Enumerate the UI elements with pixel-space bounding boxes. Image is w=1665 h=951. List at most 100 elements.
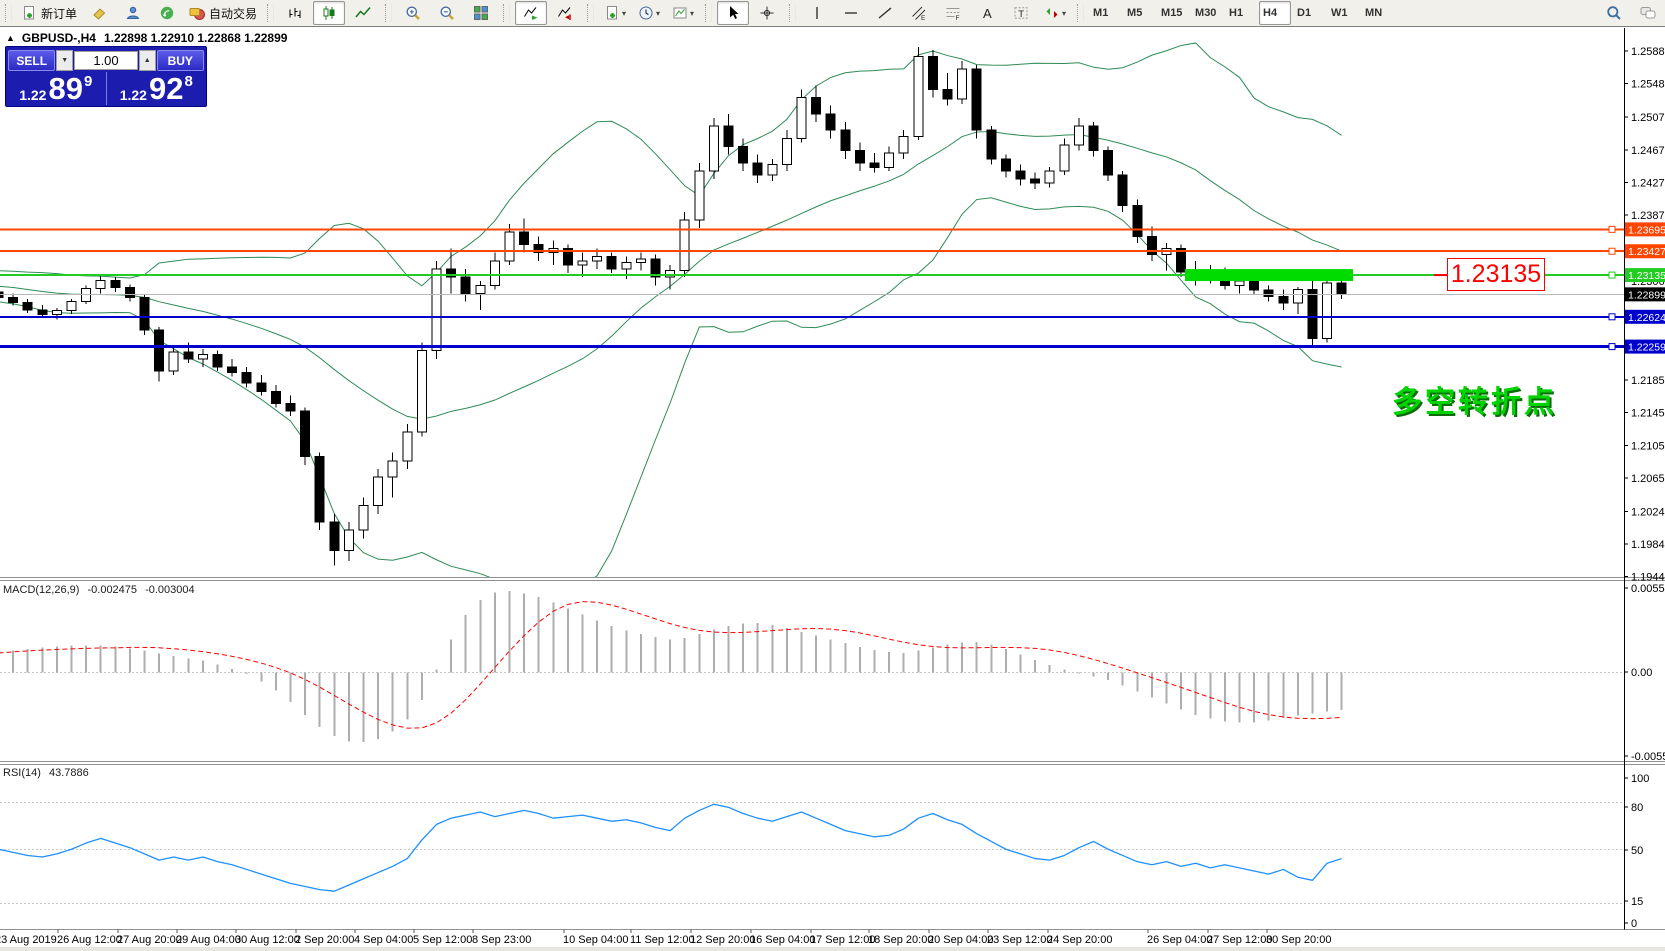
new-order-button[interactable]: 新订单 xyxy=(17,1,81,25)
profile-button[interactable] xyxy=(117,1,149,25)
trade-panel-collapse-icon[interactable]: ▲ xyxy=(6,33,15,43)
timeframe-m15[interactable]: M15 xyxy=(1157,1,1189,25)
candle xyxy=(562,248,573,266)
zoom-out-button[interactable] xyxy=(431,1,463,25)
price-tick-label: 1.25070 xyxy=(1631,112,1665,124)
search-button[interactable] xyxy=(1598,1,1630,25)
candle xyxy=(1176,248,1187,273)
line-handle xyxy=(1608,247,1616,255)
toolbar-group-grip xyxy=(503,4,511,22)
candlestick-chart-button[interactable] xyxy=(313,1,346,25)
candle xyxy=(767,163,778,176)
crosshair-button[interactable] xyxy=(751,1,783,25)
candle xyxy=(343,529,354,552)
candle xyxy=(679,219,690,272)
candle xyxy=(1278,296,1289,304)
new-order-button-label: 新订单 xyxy=(41,6,78,21)
auto-trading-button[interactable]: 自动交易 xyxy=(185,1,261,25)
sell-button[interactable]: SELL xyxy=(8,50,56,71)
candle xyxy=(1336,282,1347,295)
eraser-icon xyxy=(91,5,107,21)
zoom-in-button[interactable] xyxy=(397,1,429,25)
horizontal-line-button[interactable] xyxy=(835,1,867,25)
buy-button[interactable]: BUY xyxy=(156,50,204,71)
timeframe-m1[interactable]: M1 xyxy=(1089,1,1121,25)
fibo-icon: F xyxy=(945,5,961,21)
fibonacci-button[interactable]: F xyxy=(937,1,969,25)
volume-input[interactable] xyxy=(74,51,138,70)
chart-shift-button[interactable] xyxy=(549,1,581,25)
svg-text:1.23695: 1.23695 xyxy=(1628,224,1665,236)
line-chart-button[interactable] xyxy=(347,1,379,25)
periods-button[interactable]: ▾ xyxy=(633,1,665,25)
candle xyxy=(577,260,588,266)
bar-chart-button[interactable] xyxy=(279,1,311,25)
zoom-out-icon xyxy=(439,5,455,21)
timeframe-d1[interactable]: D1 xyxy=(1293,1,1325,25)
candle xyxy=(533,243,544,254)
cursor-button[interactable] xyxy=(717,1,750,25)
candle xyxy=(8,297,19,303)
axis-price-label xyxy=(1625,222,1665,237)
rsi-name: RSI(14) xyxy=(3,767,41,779)
indicators-button[interactable]: ▾ xyxy=(599,1,631,25)
arrows-button[interactable]: ▾ xyxy=(1039,1,1071,25)
dropdown-arrow-icon[interactable]: ▾ xyxy=(656,8,661,18)
price-tick-label: 1.21450 xyxy=(1631,408,1665,420)
candle xyxy=(460,276,471,294)
timeframe-h1[interactable]: H1 xyxy=(1225,1,1257,25)
templates-button[interactable]: ▾ xyxy=(667,1,699,25)
vline-icon xyxy=(809,5,825,21)
volume-decrease-button[interactable]: ▼ xyxy=(56,50,73,71)
dropdown-arrow-icon[interactable]: ▾ xyxy=(690,8,695,18)
dropdown-arrow-icon[interactable]: ▾ xyxy=(622,8,627,18)
tile-windows-button[interactable] xyxy=(465,1,497,25)
rsi-axis-label: 0 xyxy=(1631,918,1637,930)
price-tick-label: 1.21050 xyxy=(1631,440,1665,452)
volume-increase-button[interactable]: ▲ xyxy=(139,50,156,71)
svg-text:E: E xyxy=(921,15,926,21)
macd-signal-value: -0.003004 xyxy=(145,584,195,596)
buy-price[interactable]: 1.22 92 8 xyxy=(107,72,207,105)
timeframe-m5[interactable]: M5 xyxy=(1123,1,1155,25)
equidistant-channel-button[interactable]: E xyxy=(903,1,935,25)
text-label-button[interactable]: T xyxy=(1005,1,1037,25)
buy-price-point: 8 xyxy=(184,73,193,90)
time-axis-label: 26 Sep 04:00 xyxy=(1147,934,1212,946)
candle xyxy=(1117,174,1128,206)
candle xyxy=(986,129,997,160)
toolbar-group-grip xyxy=(385,4,393,22)
timeframe-m30[interactable]: M30 xyxy=(1191,1,1223,25)
candle xyxy=(314,456,325,523)
candle xyxy=(927,56,938,90)
svg-text:1.23427: 1.23427 xyxy=(1628,246,1665,258)
sell-price[interactable]: 1.22 89 9 xyxy=(6,72,107,105)
text-button[interactable]: A xyxy=(971,1,1003,25)
timeframe-h4[interactable]: H4 xyxy=(1259,1,1292,25)
timeframe-w1[interactable]: W1 xyxy=(1327,1,1359,25)
candle xyxy=(37,309,48,316)
svg-text:1.22259: 1.22259 xyxy=(1628,342,1665,354)
chat-button[interactable] xyxy=(1632,1,1664,25)
candle xyxy=(212,354,223,368)
pivot-zone[interactable] xyxy=(1185,269,1353,282)
timeframe-mn[interactable]: MN xyxy=(1361,1,1393,25)
vertical-line-button[interactable] xyxy=(801,1,833,25)
toolbar-group-grip xyxy=(1077,4,1085,22)
time-axis-label: 27 Sep 12:00 xyxy=(1207,934,1272,946)
dropdown-arrow-icon[interactable]: ▾ xyxy=(1062,8,1067,18)
line-icon xyxy=(355,5,371,21)
signal-button[interactable] xyxy=(151,1,183,25)
price-callout-box[interactable]: 1.23135 xyxy=(1447,258,1545,291)
auto-scroll-button[interactable] xyxy=(515,1,548,25)
candle xyxy=(387,460,398,478)
eraser-button[interactable] xyxy=(83,1,115,25)
candle xyxy=(723,125,734,148)
trend-note-text[interactable]: 多空转折点 xyxy=(1392,386,1557,419)
trendline-button[interactable] xyxy=(869,1,901,25)
candle xyxy=(285,403,296,412)
svg-text:F: F xyxy=(956,15,960,21)
candle xyxy=(1249,280,1260,291)
time-axis-label: 30 Aug 12:00 xyxy=(235,934,300,946)
